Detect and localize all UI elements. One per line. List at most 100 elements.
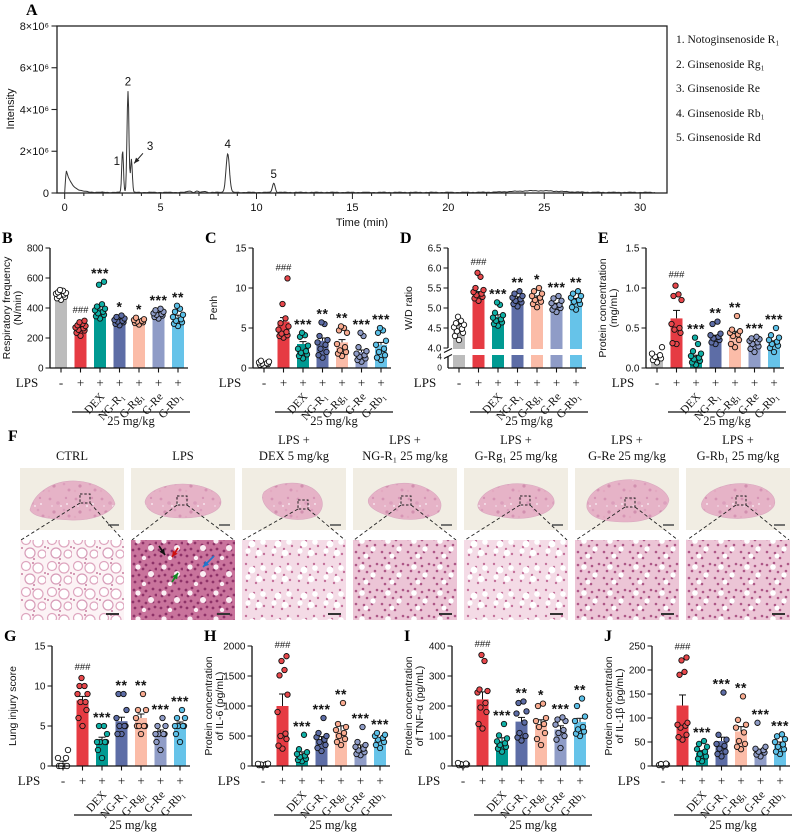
- data-point: [318, 319, 325, 326]
- points-group-6: [571, 695, 589, 740]
- histology-column-4: LPS + NG-R₁ 25 mg/kg: [353, 433, 457, 620]
- lobe-section: [586, 479, 670, 523]
- y-tick-label: 200: [429, 702, 446, 713]
- data-point: [332, 726, 340, 734]
- points-group-6: [567, 288, 585, 313]
- points-group-5: [353, 329, 370, 365]
- x-tick-label: 25: [538, 202, 550, 214]
- y-axis-label: Lung injury score: [7, 666, 19, 746]
- x-tick-label: 30: [634, 202, 646, 214]
- data-point: [139, 690, 147, 698]
- lps-sign: +: [357, 773, 364, 788]
- lung-lobe-shape: [586, 479, 670, 523]
- points-group-2: [489, 299, 507, 329]
- y-tick-label: 1000: [223, 702, 246, 713]
- dose-label: 25 mg/kg: [310, 414, 358, 428]
- data-point: [93, 738, 101, 746]
- data-point: [717, 330, 724, 337]
- data-point: [283, 328, 290, 336]
- data-point: [732, 724, 740, 731]
- data-point: [103, 730, 111, 738]
- y-tick-label: 2×10⁶: [20, 146, 49, 158]
- points-group-0: [52, 286, 70, 303]
- y-tick-label: 5.5: [428, 284, 442, 295]
- data-point: [476, 686, 483, 693]
- y-tick-label: 0: [640, 762, 646, 773]
- data-point: [381, 352, 389, 359]
- lobe-section: [29, 480, 116, 521]
- column-title-line1: LPS +: [611, 433, 643, 447]
- sig-hash: ###: [275, 640, 292, 651]
- sig-stars: *: [538, 687, 544, 703]
- annotation-arrow-head: [172, 573, 178, 580]
- bar-b-5: [152, 313, 165, 368]
- y-axis-label: of TNF-α (pg/mL): [414, 666, 426, 747]
- lps-sign: +: [479, 773, 486, 788]
- data-point: [75, 714, 82, 722]
- data-point: [513, 710, 520, 717]
- y-tick-label: 200: [629, 666, 646, 677]
- x-tick-label: 20: [442, 202, 454, 214]
- data-point: [64, 746, 72, 754]
- micrograph-image: [686, 540, 790, 620]
- points-group-2: [93, 722, 111, 762]
- data-point: [675, 734, 682, 741]
- data-point: [678, 657, 685, 664]
- points-group-4: [732, 693, 750, 753]
- micrograph-image: [131, 540, 235, 620]
- data-point: [140, 722, 148, 730]
- connector-line: [464, 504, 521, 541]
- data-point: [93, 303, 101, 310]
- points-group-2: [294, 329, 312, 362]
- data-point: [295, 746, 303, 753]
- y-tick-label: 250: [629, 642, 646, 653]
- lps-sign: +: [553, 375, 560, 390]
- connector-line: [686, 504, 737, 541]
- sig-stars: ***: [171, 693, 189, 709]
- points-group-2: [91, 278, 109, 322]
- sig-hash: ###: [471, 257, 488, 268]
- data-point: [700, 737, 708, 745]
- lps-sign: +: [557, 773, 564, 788]
- panel-h-il6: H ### *** *** ** *** *** 0 500 1000 1500 2000 Protei…: [202, 628, 400, 839]
- data-point: [560, 726, 567, 734]
- data-point: [541, 729, 549, 737]
- data-point: [452, 320, 460, 327]
- points-group-4: [132, 690, 150, 738]
- data-point: [733, 743, 741, 750]
- lobe-section: [367, 483, 442, 520]
- lps-sign: +: [731, 375, 738, 390]
- bar-i-3: [515, 721, 528, 766]
- data-point: [101, 305, 109, 312]
- data-point: [499, 312, 507, 319]
- sig-stars: ***: [371, 716, 389, 732]
- points-group-0: [648, 344, 666, 366]
- data-point: [300, 731, 308, 738]
- data-point: [770, 348, 778, 356]
- dose-label: 25 mg/kg: [509, 818, 557, 832]
- panel-letter-e: E: [598, 230, 609, 247]
- data-point: [380, 345, 388, 352]
- lps-sign: +: [79, 773, 86, 788]
- y-tick-label: 5.0: [428, 304, 442, 315]
- y-tick-label: 5: [40, 722, 46, 733]
- points-group-4: [528, 284, 546, 311]
- data-point: [132, 714, 140, 722]
- y-tick-label: 0: [440, 762, 446, 773]
- sig-stars: ***: [693, 724, 711, 740]
- data-point: [282, 315, 289, 322]
- sig-stars: **: [335, 686, 347, 702]
- sig-stars: **: [512, 274, 524, 290]
- data-point: [693, 746, 701, 753]
- data-point: [552, 721, 559, 728]
- data-point: [304, 342, 312, 349]
- sig-stars: ***: [771, 717, 789, 733]
- legend-item: 3. Ginsenoside Re: [676, 83, 761, 95]
- data-point: [121, 722, 128, 730]
- data-point: [173, 302, 181, 309]
- column-title-line1: LPS +: [389, 433, 421, 447]
- data-point: [317, 345, 324, 352]
- data-point: [581, 713, 589, 720]
- lps-sign: -: [461, 773, 465, 788]
- micrograph-image: [353, 540, 457, 620]
